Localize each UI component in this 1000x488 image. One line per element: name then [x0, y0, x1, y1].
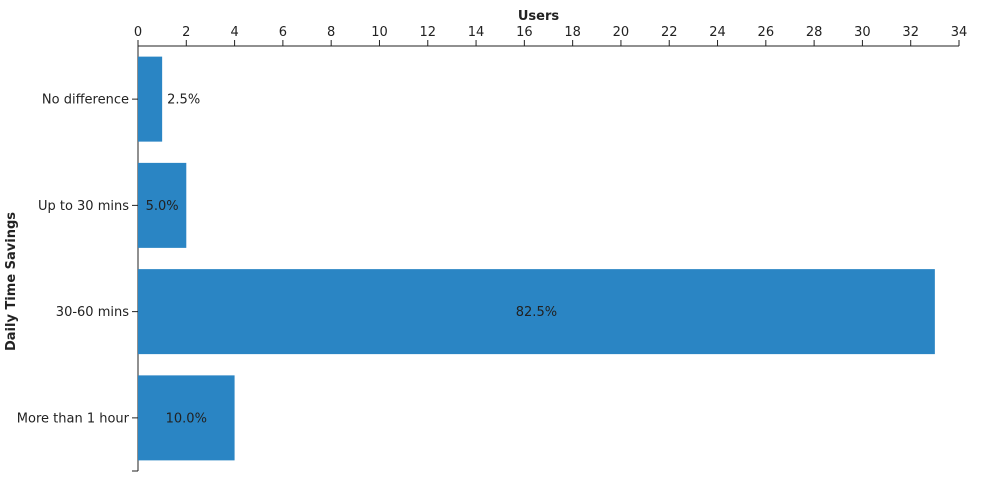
y-category-label: Up to 30 mins [38, 199, 129, 214]
x-tick-label: 18 [564, 25, 581, 40]
x-tick-label: 4 [230, 25, 238, 40]
x-tick-label: 0 [134, 25, 142, 40]
x-axis-title: Users [518, 9, 560, 24]
x-tick-label: 30 [854, 25, 871, 40]
x-tick-label: 22 [661, 25, 678, 40]
bar-up-to-30-mins[interactable] [138, 162, 187, 248]
x-tick-label: 32 [902, 25, 919, 40]
x-tick-label: 26 [758, 25, 775, 40]
x-axis: 0 2 4 6 8 10 12 14 16 18 20 22 24 26 28 30 32 34 [134, 25, 968, 47]
x-tick-label: 20 [613, 25, 630, 40]
x-tick-label: 8 [327, 25, 335, 40]
x-tick-label: 16 [516, 25, 533, 40]
y-category-label: 30-60 mins [56, 305, 129, 320]
x-tick-label: 10 [371, 25, 388, 40]
bars [138, 56, 935, 461]
x-tick-label: 34 [951, 25, 968, 40]
x-tick-label: 24 [709, 25, 726, 40]
x-tick-label: 2 [182, 25, 190, 40]
bar-value-label: 82.5% [516, 305, 557, 320]
y-axis: No difference Up to 30 mins 30-60 mins More… [17, 46, 139, 472]
bar-value-label: 5.0% [146, 199, 179, 214]
bar-more-than-1-hour[interactable] [138, 375, 235, 461]
x-tick-label: 14 [468, 25, 485, 40]
bar-value-label: 2.5% [167, 93, 200, 108]
bar-no-difference[interactable] [138, 56, 163, 142]
y-category-label: More than 1 hour [17, 411, 130, 426]
x-tick-label: 6 [279, 25, 287, 40]
bar-30-60-mins[interactable] [138, 269, 935, 355]
data-labels: 2.5% 5.0% 82.5% 10.0% [146, 93, 557, 427]
x-tick-label: 12 [419, 25, 436, 40]
y-axis-title: Daily Time Savings [4, 212, 19, 351]
bar-value-label: 10.0% [166, 411, 207, 426]
x-tick-label: 28 [806, 25, 823, 40]
y-category-label: No difference [42, 93, 129, 108]
